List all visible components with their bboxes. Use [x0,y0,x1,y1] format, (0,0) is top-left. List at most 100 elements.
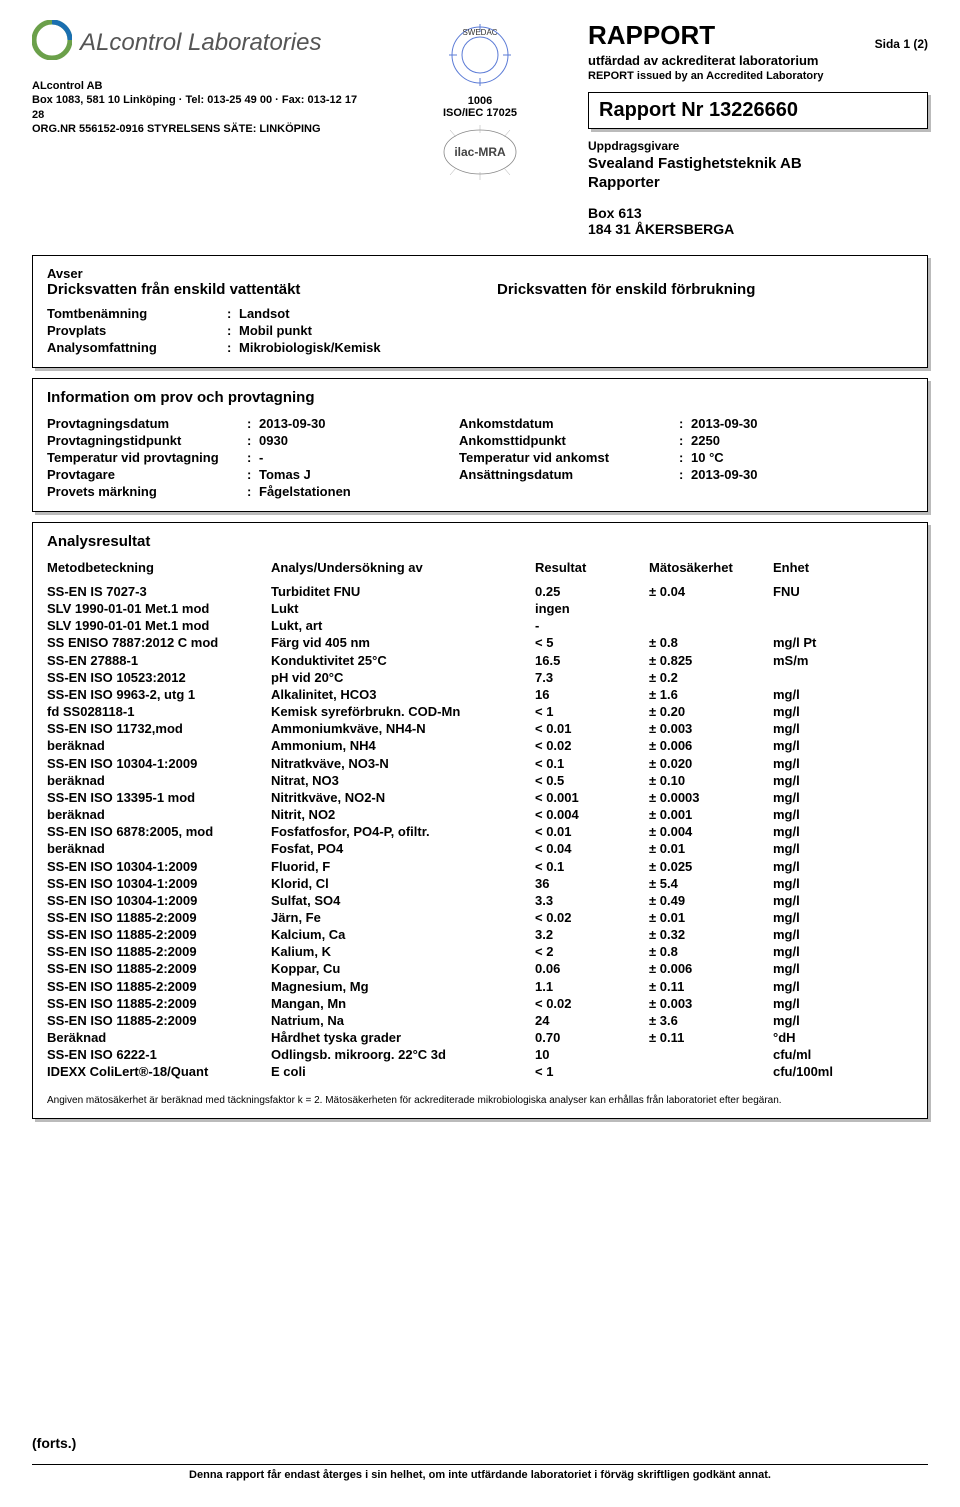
header-left: ALcontrol Laboratories ALcontrol AB Box … [32,20,372,245]
result-cell: ± 0.003 [649,720,769,737]
avser-right: Dricksvatten för enskild förbrukning [497,281,755,298]
sampling-box: Information om prov och provtagning Prov… [32,378,928,512]
result-cell: Magnesium, Mg [271,978,531,995]
sampling-value: 2013-09-30 [259,416,459,431]
result-cell: 36 [535,875,645,892]
result-row: SS-EN ISO 11885-2:2009Järn, Fe< 0.02± 0.… [47,909,913,926]
result-cell: ± 0.01 [649,840,769,857]
result-cell: Lukt [271,600,531,617]
result-cell: IDEXX ColiLert®-18/Quant [47,1063,267,1080]
svg-text:SWEDAC: SWEDAC [462,28,497,37]
result-cell: Hårdhet tyska grader [271,1029,531,1046]
result-row: SS-EN ISO 11885-2:2009Mangan, Mn< 0.02± … [47,995,913,1012]
result-cell: SS-EN IS 7027-3 [47,583,267,600]
result-cell: ± 0.11 [649,978,769,995]
result-cell: < 0.001 [535,789,645,806]
swedac-logo-icon: SWEDAC [445,20,515,93]
result-row: SS-EN ISO 10523:2012pH vid 20°C7.3± 0.2 [47,669,913,686]
result-cell: SS-EN ISO 6222-1 [47,1046,267,1063]
avser-kv: Tomtbenämning:Landsot Provplats:Mobil pu… [47,306,913,355]
report-subtitle1: utfärdad av ackrediterat laboratorium [588,53,928,68]
result-cell: 0.25 [535,583,645,600]
lab-display-name: ALcontrol Laboratories [80,29,321,57]
result-cell: mg/l [773,943,873,960]
header-right: RAPPORT Sida 1 (2) utfärdad av ackredite… [588,20,928,245]
result-cell: mg/l Pt [773,634,873,651]
result-cell: < 1 [535,703,645,720]
result-cell: Fosfatfosfor, PO4-P, ofiltr. [271,823,531,840]
result-cell: SS-EN ISO 10304-1:2009 [47,858,267,875]
result-cell: ± 0.003 [649,995,769,1012]
result-cell: ± 0.006 [649,960,769,977]
result-cell: SS-EN ISO 13395-1 mod [47,789,267,806]
result-row: SS-EN ISO 11885-2:2009Magnesium, Mg1.1± … [47,978,913,995]
client-addr1: Box 613 [588,205,928,221]
result-cell: 3.2 [535,926,645,943]
result-cell [649,1063,769,1080]
result-row: beräknadFosfat, PO4< 0.04± 0.01mg/l [47,840,913,857]
sampling-label: Ankomstdatum [459,416,679,431]
result-cell: < 5 [535,634,645,651]
result-cell: Koppar, Cu [271,960,531,977]
result-cell: mg/l [773,875,873,892]
result-row: SS-EN ISO 9963-2, utg 1Alkalinitet, HCO3… [47,686,913,703]
result-cell [649,617,769,634]
result-row: SS-EN ISO 10304-1:2009Klorid, Cl36± 5.4m… [47,875,913,892]
result-cell: 0.70 [535,1029,645,1046]
result-cell: mg/l [773,892,873,909]
result-cell: ± 0.20 [649,703,769,720]
sampling-label: Ankomsttidpunkt [459,433,679,448]
col-uncertainty: Mätosäkerhet [649,560,769,575]
tomt-val: Landsot [239,306,913,321]
result-row: SLV 1990-01-01 Met.1 modLukt, art- [47,617,913,634]
result-cell: ingen [535,600,645,617]
lab-address-block: ALcontrol AB Box 1083, 581 10 Linköping … [32,79,372,136]
result-cell: mg/l [773,789,873,806]
sampling-value: 2013-09-30 [691,467,913,482]
result-row: BeräknadHårdhet tyska grader0.70± 0.11°d… [47,1029,913,1046]
accred-number: 1006 [468,95,492,107]
result-row: fd SS028118-1Kemisk syreförbrukn. COD-Mn… [47,703,913,720]
result-cell: Mangan, Mn [271,995,531,1012]
sampling-value: - [259,450,459,465]
result-cell: mg/l [773,909,873,926]
result-row: SS-EN ISO 10304-1:2009Sulfat, SO43.3± 0.… [47,892,913,909]
result-cell: Fosfat, PO4 [271,840,531,857]
result-cell [649,600,769,617]
sampling-label: Temperatur vid provtagning [47,450,247,465]
result-cell: 24 [535,1012,645,1029]
result-cell: ± 0.49 [649,892,769,909]
sampling-label: Provtagare [47,467,247,482]
result-cell: SS-EN ISO 11885-2:2009 [47,943,267,960]
result-cell: Lukt, art [271,617,531,634]
result-row: SS-EN ISO 10304-1:2009Fluorid, F< 0.1± 0… [47,858,913,875]
sampling-value [691,484,913,499]
result-cell: < 0.02 [535,737,645,754]
sampling-label: Ansättningsdatum [459,467,679,482]
result-cell: SS-EN ISO 10304-1:2009 [47,755,267,772]
result-cell: < 0.04 [535,840,645,857]
result-cell: Sulfat, SO4 [271,892,531,909]
result-cell: ± 0.01 [649,909,769,926]
result-cell: Kemisk syreförbrukn. COD-Mn [271,703,531,720]
page-indicator: Sida 1 (2) [875,37,928,51]
result-cell: Kalcium, Ca [271,926,531,943]
lab-orgnr: ORG.NR 556152-0916 STYRELSENS SÄTE: LINK… [32,122,372,136]
results-box: Analysresultat Metodbeteckning Analys/Un… [32,522,928,1119]
avser-box: Avser Dricksvatten från enskild vattentä… [32,255,928,368]
result-cell: ± 5.4 [649,875,769,892]
result-cell: mg/l [773,806,873,823]
result-row: SLV 1990-01-01 Met.1 modLuktingen [47,600,913,617]
result-row: SS-EN ISO 11885-2:2009Kalium, K< 2± 0.8m… [47,943,913,960]
header: ALcontrol Laboratories ALcontrol AB Box … [32,20,928,245]
result-cell: mg/l [773,737,873,754]
result-cell: ± 0.001 [649,806,769,823]
report-title-row: RAPPORT Sida 1 (2) [588,20,928,51]
result-cell: cfu/ml [773,1046,873,1063]
result-cell: Natrium, Na [271,1012,531,1029]
avser-left: Dricksvatten från enskild vattentäkt [47,281,417,298]
result-cell: E coli [271,1063,531,1080]
col-analysis: Analys/Undersökning av [271,560,531,575]
provplats-label: Provplats [47,323,227,338]
result-cell: < 1 [535,1063,645,1080]
